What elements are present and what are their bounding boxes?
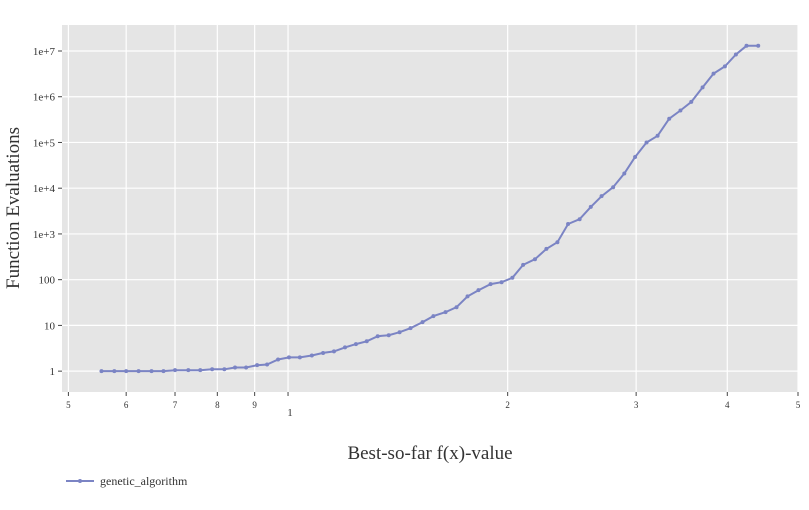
data-point xyxy=(386,333,391,338)
legend-label: genetic_algorithm xyxy=(100,474,188,488)
data-point xyxy=(633,155,638,160)
data-point xyxy=(124,369,129,374)
data-point xyxy=(343,345,348,350)
data-point xyxy=(521,262,526,267)
y-axis-label: Function Evaluations xyxy=(3,127,24,289)
data-point xyxy=(286,355,291,360)
data-point xyxy=(476,288,481,293)
data-point xyxy=(488,282,493,287)
y-tick-label: 10 xyxy=(44,320,56,332)
data-point xyxy=(186,368,191,373)
data-point xyxy=(309,353,314,358)
data-point xyxy=(431,314,436,319)
data-point xyxy=(667,116,672,121)
data-point xyxy=(644,140,649,145)
x-tick-label: 9 xyxy=(252,400,257,410)
y-tick-label: 1e+6 xyxy=(33,92,56,104)
x-tick-label: 3 xyxy=(634,400,639,410)
data-point xyxy=(353,342,358,347)
plot-background xyxy=(62,25,798,392)
x-tick-label: 2 xyxy=(505,400,510,410)
data-point xyxy=(678,108,683,113)
data-point xyxy=(733,52,738,57)
data-point xyxy=(622,171,627,176)
data-point xyxy=(149,369,154,374)
data-point xyxy=(276,357,281,362)
data-point xyxy=(566,221,571,226)
x-tick-label: 1 xyxy=(287,407,293,419)
data-point xyxy=(397,330,402,335)
x-tick-label: 4 xyxy=(725,400,730,410)
data-point xyxy=(722,64,727,69)
x-tick-label: 5 xyxy=(796,400,801,410)
data-point xyxy=(420,320,425,325)
y-tick-label: 1e+7 xyxy=(33,46,56,58)
data-point xyxy=(136,369,141,374)
data-point xyxy=(233,365,238,370)
data-point xyxy=(255,363,260,368)
data-point xyxy=(700,85,705,90)
data-point xyxy=(711,71,716,76)
data-point xyxy=(364,339,369,344)
data-point xyxy=(510,275,515,280)
data-point xyxy=(173,368,178,373)
y-tick-label: 100 xyxy=(39,275,56,287)
legend-marker xyxy=(78,479,82,483)
data-point xyxy=(611,185,616,190)
data-point xyxy=(443,310,448,315)
data-point xyxy=(544,246,549,251)
data-point xyxy=(599,194,604,199)
data-point xyxy=(689,99,694,104)
x-tick-label: 5 xyxy=(66,400,71,410)
data-point xyxy=(99,369,104,374)
x-tick-label: 6 xyxy=(124,400,129,410)
data-point xyxy=(408,326,413,331)
data-point xyxy=(588,204,593,209)
data-point xyxy=(532,257,537,262)
data-point xyxy=(321,350,326,355)
data-point xyxy=(744,43,749,48)
y-tick-label: 1e+4 xyxy=(33,183,56,195)
data-point xyxy=(756,43,761,48)
data-point xyxy=(210,367,215,372)
y-tick-label: 1e+3 xyxy=(33,229,56,241)
data-point xyxy=(297,355,302,360)
data-point xyxy=(577,217,582,222)
data-point xyxy=(331,349,336,354)
data-point xyxy=(454,305,459,310)
x-tick-label: 8 xyxy=(215,400,220,410)
data-point xyxy=(222,367,227,372)
data-point xyxy=(112,369,117,374)
data-point xyxy=(375,334,380,339)
data-point xyxy=(655,133,660,138)
data-point xyxy=(244,365,249,370)
y-tick-label: 1e+5 xyxy=(33,137,56,149)
data-point xyxy=(265,362,270,367)
x-axis-label: Best-so-far f(x)-value xyxy=(347,443,512,464)
data-point xyxy=(161,369,166,374)
data-point xyxy=(465,294,470,299)
data-point xyxy=(499,280,504,285)
y-tick-label: 1 xyxy=(50,366,56,378)
data-point xyxy=(555,240,560,245)
x-tick-label: 7 xyxy=(173,400,178,410)
data-point xyxy=(198,368,203,373)
